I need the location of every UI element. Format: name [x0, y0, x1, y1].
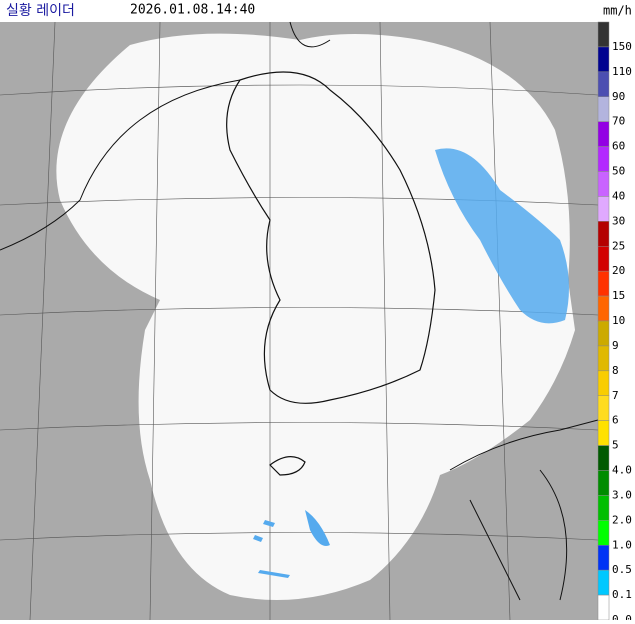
legend-label: 8: [612, 364, 619, 377]
legend-label: 0.1: [612, 588, 632, 601]
legend-swatch: [597, 21, 610, 48]
legend-swatch: [597, 71, 610, 98]
legend-label: 7: [612, 389, 619, 402]
legend-label: 110: [612, 65, 632, 78]
legend-label: 25: [612, 239, 625, 252]
legend-swatch: [597, 545, 610, 571]
legend-swatch: [597, 46, 610, 73]
legend-swatch: [597, 196, 610, 222]
legend-swatch: [597, 246, 610, 272]
legend-swatch: [597, 395, 610, 421]
legend-label: 2.0: [612, 513, 632, 526]
legend-swatch: [597, 295, 610, 322]
legend-label: 15: [612, 289, 625, 302]
legend-label: 90: [612, 90, 625, 103]
legend-swatch: [597, 221, 610, 247]
legend-label: 20: [612, 264, 625, 277]
legend-label: 50: [612, 165, 625, 178]
legend-swatch: [597, 445, 610, 471]
legend-label: 150: [612, 40, 632, 53]
legend-label: 70: [612, 115, 625, 128]
legend-swatch: [597, 370, 610, 397]
legend-swatch: [597, 470, 610, 496]
map: [0, 21, 599, 621]
legend-swatch: [597, 121, 610, 147]
legend-swatch: [597, 495, 610, 521]
coastline-mainland: [0, 21, 331, 251]
precipitation: [253, 148, 569, 578]
coastline-jeju: [269, 456, 306, 476]
legend-label: 40: [612, 189, 625, 202]
legend-swatch: [597, 171, 610, 197]
legend-label: 3.0: [612, 488, 632, 501]
timestamp: 2026.01.08.14:40: [130, 3, 255, 18]
legend-label: 4.0: [612, 464, 632, 477]
legend-label: 0.5: [612, 563, 632, 576]
legend-label: 5: [612, 439, 619, 452]
legend-label: 9: [612, 339, 619, 352]
legend-swatch: [597, 420, 610, 446]
legend-swatch: [597, 270, 610, 297]
legend-swatch: [597, 146, 610, 172]
legend-swatch: [597, 569, 610, 596]
legend-label: 0.0: [612, 613, 632, 620]
coastline-japan: [449, 419, 599, 601]
legend-swatch: [597, 96, 610, 122]
title: 실황 레이더: [6, 3, 75, 19]
header-bar: [0, 0, 635, 22]
legend-label: 1.0: [612, 538, 632, 551]
legend-label: 30: [612, 214, 625, 227]
coastline-korea: [226, 71, 436, 404]
legend-label: 60: [612, 140, 625, 153]
legend-swatch: [597, 520, 610, 546]
legend-swatch: [597, 594, 610, 621]
legend-label: 6: [612, 414, 619, 427]
legend-swatch: [597, 345, 610, 372]
legend-swatch: [597, 320, 610, 347]
legend-label: 10: [612, 314, 625, 327]
unit: mm/h: [603, 4, 632, 18]
legend: 150 110 90 70 60 50 40 30 25 20 15 10 9 8 7 6 5 4.0 3.0 2.0…: [597, 21, 632, 624]
